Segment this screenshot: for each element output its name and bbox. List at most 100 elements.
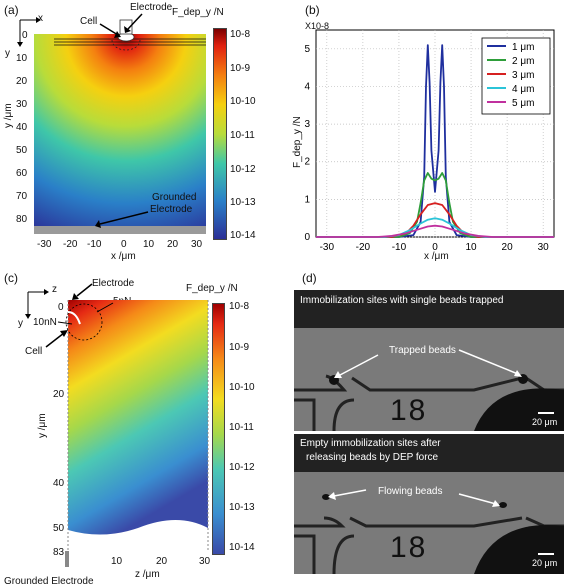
panel-b-exp-label: X10-8: [305, 21, 330, 31]
panel-b-xtick: -30: [320, 242, 335, 253]
panel-c-pointer-arrows: [45, 283, 114, 348]
panel-a-electrode-label: Electrode: [130, 2, 173, 13]
panel-b-series-line: [316, 44, 554, 238]
panel-a-xtick: -10: [87, 239, 102, 250]
panel-d-bottom-caption-2: releasing beads by DEP force: [306, 452, 439, 463]
panel-c-cbar-tick: 10-14: [229, 542, 255, 553]
panel-c-ytick: 20: [53, 389, 65, 400]
panel-a-axis-arrows: [17, 17, 41, 47]
panel-d-bottom-scale: 20 μm: [532, 558, 558, 568]
panel-d-top-number: 18: [390, 394, 428, 427]
panel-c-xlabel: z /μm: [135, 569, 160, 580]
panel-b-ytick: 2: [304, 157, 310, 168]
panel-d-bottom-number: 18: [390, 531, 428, 564]
panel-b-ytick: 0: [304, 232, 310, 243]
panel-d-top-structures: [294, 349, 564, 431]
panel-b-xtick: 20: [502, 242, 514, 253]
panel-c-cbar-tick: 10-9: [229, 342, 250, 353]
panel-d-photo-top: Immobilization sites with single beads t…: [294, 290, 564, 431]
panel-c-ytick: 50: [53, 523, 65, 534]
panel-c-cbar-tick: 10-8: [229, 301, 250, 312]
panel-a-xtick: 20: [167, 239, 179, 250]
panel-d-photo-bottom: Empty immobilization sites after releasi…: [294, 434, 564, 574]
panel-a-x-arrow-label: x: [38, 13, 43, 24]
panel-d-top-scale: 20 μm: [532, 417, 558, 427]
panel-b-series-line: [316, 224, 554, 238]
panel-a-ytick: 80: [16, 214, 28, 225]
panel-d-bottom-arrow-label: Flowing beads: [378, 486, 443, 497]
panel-b-legend-label: 2 μm: [512, 56, 534, 67]
panel-a-cbar-tick: 10-10: [230, 96, 256, 107]
panel-c-ytick: 0: [58, 302, 64, 313]
panel-c-cbar-title: F_dep_y /N: [186, 283, 238, 294]
panel-a-grounded-label-2: Electrode: [150, 204, 193, 215]
panel-c-cbar-tick: 10-13: [229, 502, 255, 513]
panel-a-ytick: 20: [16, 76, 28, 87]
panel-d-top-caption: Immobilization sites with single beads t…: [300, 295, 504, 306]
panel-a-xtick: -20: [63, 239, 78, 250]
panel-a-ytick: 40: [16, 122, 28, 133]
panel-a-ytick: 10: [16, 53, 28, 64]
panel-b-xtick: 10: [465, 242, 477, 253]
panel-a-cbar-title: F_dep_y /N: [172, 7, 224, 18]
panel-a-ytick: 0: [22, 30, 28, 41]
panel-c-xtick: 10: [111, 556, 123, 567]
panel-c-electrode-label: Electrode: [92, 278, 135, 289]
panel-a-ytick: 70: [16, 191, 28, 202]
panel-a-cbar-tick: 10-9: [230, 63, 251, 74]
panel-c-ytick: 40: [53, 478, 65, 489]
panel-a-ytick: 50: [16, 145, 28, 156]
panel-b-xtick: -20: [356, 242, 371, 253]
panel-c-xtick: 30: [199, 556, 211, 567]
panel-d-bottom-structures: [294, 489, 564, 574]
panel-a-label: (a): [4, 3, 19, 17]
panel-b-ytick: 3: [304, 119, 310, 130]
panel-d-top-arrow-label: Trapped beads: [389, 345, 456, 356]
panel-c-y-arrow-label: y: [18, 318, 23, 329]
panel-a-cell-label: Cell: [80, 16, 98, 27]
panel-b-xtick: 30: [538, 242, 550, 253]
panel-a-cbar-tick: 10-11: [230, 130, 255, 141]
panel-a-cbar-tick: 10-14: [230, 230, 256, 241]
panel-b-ylabel: F_dep_y /N: [292, 116, 303, 168]
panel-a-cbar-tick: 10-8: [230, 29, 251, 40]
panel-c-force-b: 10nN: [33, 317, 57, 328]
panel-a-ytick: 60: [16, 168, 28, 179]
panel-c-cbar-tick: 10-10: [229, 382, 255, 393]
panel-c-axis-arrows: [25, 289, 49, 319]
panel-a-pointer-arrows: [95, 13, 149, 228]
panel-c-ylabel: y /μm: [37, 413, 48, 438]
panel-c-cbar-tick: 10-12: [229, 462, 255, 473]
panel-b-xtick: -10: [392, 242, 407, 253]
panel-a-xtick: 10: [143, 239, 155, 250]
panel-a-cbar-tick: 10-13: [230, 197, 256, 208]
panel-c-heatmap: [65, 300, 209, 550]
panel-a-xlabel: x /μm: [111, 251, 136, 262]
panel-c-cell-label: Cell: [25, 346, 43, 357]
panel-c-ytick: 83: [53, 547, 65, 558]
panel-c-z-arrow-label: z: [52, 284, 57, 295]
panel-a-ytick: 30: [16, 99, 28, 110]
panel-b-legend-label: 1 μm: [512, 42, 534, 53]
panel-a-colorbar: [213, 28, 227, 240]
panel-a-y-arrow-label: y: [5, 48, 10, 59]
panel-b-xtick: 0: [432, 242, 438, 253]
panel-a-xtick: 0: [121, 239, 127, 250]
panel-c-xtick: 20: [156, 556, 168, 567]
panel-a-heatmap: [34, 19, 206, 234]
panel-d-label: (d): [302, 271, 317, 285]
panel-c-label: (c): [4, 271, 18, 285]
panel-c-grounded-label: Grounded Electrode: [4, 576, 94, 587]
panel-c-colorbar: [212, 303, 225, 555]
panel-d-bottom-caption-1: Empty immobilization sites after: [300, 438, 441, 449]
panel-c-cbar-tick: 10-11: [229, 422, 254, 433]
panel-a-xtick: -30: [37, 239, 52, 250]
panel-b-legend-label: 4 μm: [512, 84, 534, 95]
panel-a-cbar-tick: 10-12: [230, 164, 256, 175]
panel-b-ytick: 1: [304, 194, 310, 205]
panel-b-label: (b): [305, 3, 320, 17]
panel-a-grounded-label-1: Grounded: [152, 192, 197, 203]
panel-b-legend-label: 5 μm: [512, 98, 534, 109]
panel-b-series-line: [316, 172, 554, 238]
panel-c-grounded-electrode-bar: [65, 551, 69, 567]
